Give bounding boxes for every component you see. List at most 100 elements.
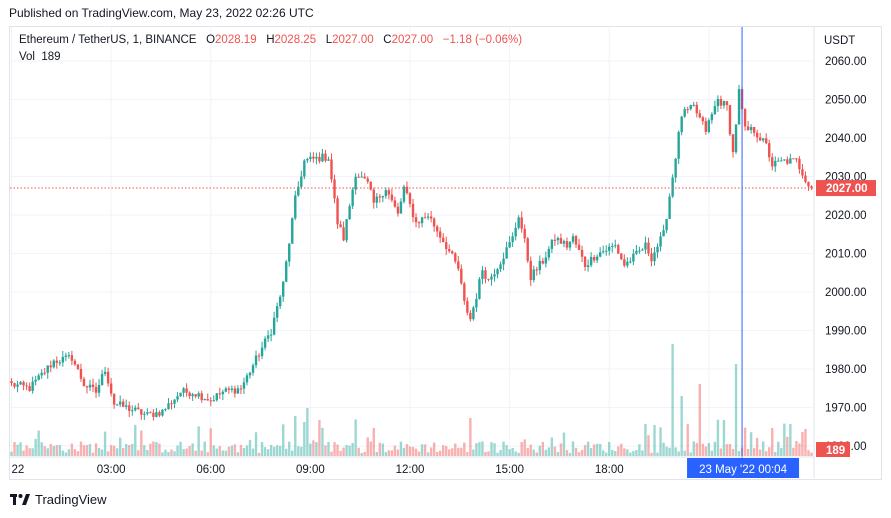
candle-body [475, 298, 478, 308]
volume-bar [653, 425, 656, 456]
candle-body [303, 160, 306, 177]
candle-body [282, 281, 285, 297]
candle-body [620, 253, 623, 260]
candle-body [592, 256, 596, 261]
volume-bar [381, 443, 385, 456]
y-tick-label: 1980.00 [825, 364, 867, 376]
candle-body [511, 236, 514, 243]
volume-bar [242, 448, 246, 456]
symbol-name[interactable]: Ethereum / TetherUS, 1, BINANCE [19, 34, 197, 46]
volume-bar [550, 437, 554, 456]
candle-body [61, 356, 65, 363]
candle-body [571, 236, 575, 242]
volume-bar [372, 428, 375, 456]
candle-body [125, 405, 128, 407]
candle-body [158, 412, 161, 416]
candle-body [508, 242, 511, 248]
volume-bar [686, 424, 689, 456]
y-tick-label: 2020.00 [825, 210, 867, 222]
tradingview-branding[interactable]: TradingView [10, 492, 107, 507]
volume-bar [97, 447, 101, 456]
candle-body [131, 410, 134, 412]
candle-body [97, 385, 101, 393]
candle-body [435, 226, 439, 232]
candle-body [771, 157, 774, 167]
volume-bar [106, 451, 110, 456]
candle-body [695, 104, 698, 114]
volume-bar [761, 441, 765, 456]
volume-bar [218, 446, 222, 456]
candle-body [792, 158, 795, 160]
volume-bar [297, 446, 300, 456]
volume-bar [209, 428, 212, 456]
candle-body [484, 270, 487, 279]
candle-body [288, 243, 291, 262]
candle-body [321, 153, 324, 162]
volume-bar [31, 448, 34, 456]
candle-body [487, 278, 490, 280]
volume-bar [103, 431, 107, 456]
candle-body [629, 261, 632, 263]
volume-bar [384, 452, 388, 456]
volume-bar [777, 441, 780, 456]
volume-bar [475, 443, 478, 456]
volume-bar [194, 450, 197, 456]
volume-bar [532, 449, 535, 456]
volume-bar [441, 445, 445, 456]
volume-bar [689, 452, 692, 456]
candle-body [291, 218, 294, 244]
volume-bar [122, 448, 125, 456]
y-tick-label: 1990.00 [825, 326, 867, 338]
volume-bar [294, 416, 297, 456]
volume-bar [713, 441, 717, 456]
candle-body [324, 153, 327, 161]
volume-bar [363, 451, 366, 456]
candle-body [203, 399, 206, 401]
candle-body [780, 160, 783, 162]
volume-bar [580, 449, 584, 456]
candle-body [608, 246, 611, 251]
candle-body [538, 260, 541, 271]
candle-body [76, 364, 80, 369]
volume-bar [768, 447, 771, 456]
volume-bar [472, 449, 475, 456]
candle-body [460, 268, 463, 284]
volume-bar [737, 451, 741, 456]
volume-label: Vol [19, 51, 35, 63]
candle-body [294, 195, 297, 219]
candle-body [188, 392, 191, 397]
candle-body [399, 201, 403, 214]
candle-body [746, 126, 750, 131]
volume-bar [641, 450, 644, 456]
volume-bar [635, 450, 638, 456]
candle-body [91, 384, 95, 388]
volume-bar [716, 419, 720, 456]
volume-bar [85, 445, 89, 456]
candle-body [257, 355, 261, 357]
volume-bar [109, 445, 113, 456]
candle-body [336, 198, 339, 225]
volume-bar [535, 452, 538, 456]
candle-body [170, 403, 173, 405]
volume-bar [128, 445, 131, 456]
volume-bar [662, 442, 665, 456]
volume-bar [448, 449, 451, 456]
candle-body [671, 177, 674, 197]
published-note: Published on TradingView.com, May 23, 20… [9, 6, 314, 20]
candle-body [134, 407, 137, 411]
volume-bar [351, 442, 354, 456]
candle-body [22, 382, 25, 386]
volume-bar [402, 447, 406, 456]
x-tick-label: 12:00 [396, 464, 425, 476]
volume-bar [393, 445, 397, 456]
volume-bar [339, 450, 342, 456]
volume-bar [568, 452, 572, 456]
candle-body [143, 413, 146, 415]
volume-bar [321, 427, 324, 456]
volume-bar [559, 443, 563, 456]
chart-axes: USDT2060.002050.002040.002030.002020.002… [10, 27, 876, 478]
volume-bar [435, 451, 439, 456]
candle-body [454, 253, 457, 262]
candle-body [300, 176, 303, 187]
